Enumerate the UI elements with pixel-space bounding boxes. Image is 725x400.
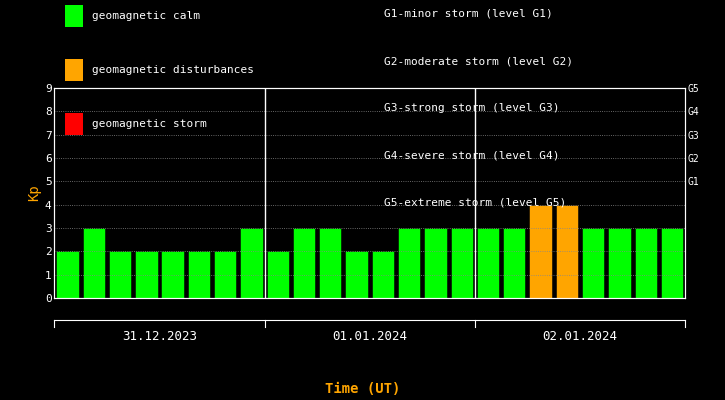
Bar [57,251,79,298]
Bar [529,205,552,298]
Y-axis label: Kp: Kp [27,185,41,201]
Bar [582,228,605,298]
Bar [345,251,368,298]
Bar [503,228,526,298]
Bar [135,251,157,298]
Text: Time (UT): Time (UT) [325,382,400,396]
Bar [372,251,394,298]
Text: 02.01.2024: 02.01.2024 [542,330,618,343]
Text: G4-severe storm (level G4): G4-severe storm (level G4) [384,150,560,160]
Text: geomagnetic calm: geomagnetic calm [92,11,200,21]
Bar [424,228,447,298]
Text: G1-minor storm (level G1): G1-minor storm (level G1) [384,9,553,19]
Bar [267,251,289,298]
Bar [162,251,184,298]
Bar [555,205,578,298]
Text: G5-extreme storm (level G5): G5-extreme storm (level G5) [384,198,566,208]
Bar [634,228,657,298]
Bar [188,251,210,298]
Bar [83,228,105,298]
Text: 31.12.2023: 31.12.2023 [122,330,197,343]
Bar [608,228,631,298]
Bar [398,228,420,298]
Bar [319,228,341,298]
Bar [293,228,315,298]
Bar [214,251,236,298]
Text: geomagnetic disturbances: geomagnetic disturbances [92,65,254,75]
Bar [240,228,262,298]
Bar [109,251,131,298]
Bar [450,228,473,298]
Bar [660,228,683,298]
Text: geomagnetic storm: geomagnetic storm [92,119,207,129]
Bar [477,228,500,298]
Text: G2-moderate storm (level G2): G2-moderate storm (level G2) [384,56,573,66]
Text: 01.01.2024: 01.01.2024 [332,330,407,343]
Text: G3-strong storm (level G3): G3-strong storm (level G3) [384,104,560,114]
